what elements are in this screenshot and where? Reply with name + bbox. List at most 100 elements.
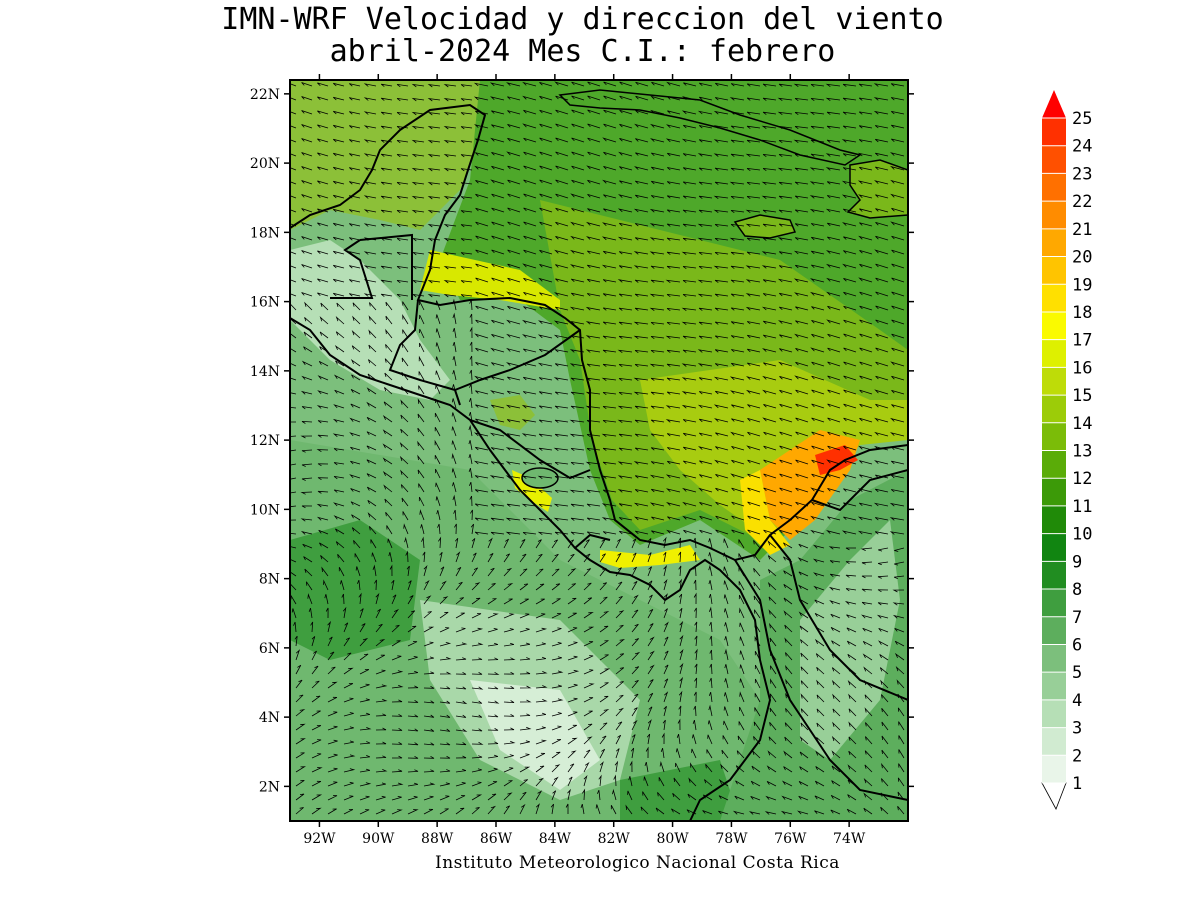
lon-tick-label: 84W [539, 831, 572, 847]
wind-vector [708, 564, 713, 577]
wind-vector [349, 125, 361, 129]
wind-vector [752, 750, 761, 759]
colorbar-label: 23 [1072, 164, 1092, 184]
wind-vector [570, 405, 585, 409]
wind-vector [519, 628, 530, 633]
wind-vector [474, 503, 489, 507]
wind-vector [768, 569, 777, 577]
wind-vector [825, 208, 841, 213]
wind-vector [554, 490, 569, 494]
wind-vector [443, 196, 457, 200]
wind-vector [311, 710, 321, 717]
wind-vector [471, 642, 484, 647]
wind-vector [859, 361, 873, 367]
wind-vector [762, 111, 777, 115]
wind-vector [724, 692, 729, 703]
wind-vector [713, 110, 729, 115]
wind-vector [519, 766, 531, 773]
wind-vector [333, 166, 345, 171]
wind-vector [423, 641, 434, 647]
wind-vector [599, 640, 609, 647]
wind-vector [874, 517, 889, 521]
wind-vector [570, 235, 585, 241]
wind-vector [861, 561, 873, 565]
wind-vector [827, 361, 841, 367]
wind-vector [778, 195, 793, 199]
wind-vector [569, 475, 585, 480]
wind-vector [761, 125, 777, 130]
colorbar-box [1042, 173, 1066, 202]
wind-vector [665, 474, 681, 479]
wind-vector [290, 392, 297, 395]
wind-vector [875, 375, 889, 381]
colorbar-box [1042, 533, 1066, 562]
wind-vector [535, 726, 546, 731]
wind-vector [391, 640, 401, 647]
wind-vector [317, 124, 329, 129]
wind-vector [455, 686, 467, 690]
wind-vector [368, 359, 377, 367]
wind-vector [769, 693, 777, 703]
wind-vector [890, 97, 905, 101]
wind-vector [619, 138, 633, 143]
wind-vector [778, 320, 793, 325]
wind-vector [471, 597, 481, 605]
wind-vector [571, 208, 585, 213]
wind-vector [795, 487, 809, 493]
wind-vector [352, 315, 361, 325]
wind-vector [715, 390, 729, 395]
wind-vector [785, 652, 793, 661]
wind-vector [810, 125, 825, 129]
wind-vector [306, 581, 313, 591]
wind-vector [599, 611, 610, 619]
wind-vector [666, 363, 681, 367]
wind-vector [363, 97, 377, 101]
wind-vector [335, 528, 345, 535]
land-field-andes [800, 520, 900, 760]
wind-vector [443, 84, 457, 88]
wind-vector [881, 749, 889, 759]
wind-vector [841, 194, 857, 199]
wind-vector [723, 552, 729, 563]
wind-vector [567, 597, 577, 605]
wind-vector [452, 298, 457, 311]
wind-vector [647, 580, 653, 591]
wind-vector [419, 509, 425, 521]
wind-vector [724, 664, 729, 675]
wind-vector [811, 501, 825, 507]
wind-vector [665, 279, 681, 284]
wind-vector [829, 573, 841, 578]
wind-vector [746, 97, 761, 101]
lon-tick-label: 78W [715, 831, 748, 847]
wind-vector [617, 475, 633, 479]
wind-vector [349, 167, 361, 171]
wind-vector [363, 153, 377, 157]
wind-vector [311, 665, 319, 675]
wind-vector [290, 519, 297, 521]
wind-vector [666, 502, 681, 507]
wind-vector [813, 585, 825, 591]
wind-vector [651, 530, 665, 535]
wind-vector [317, 375, 329, 381]
wind-vector [553, 447, 569, 452]
wind-vector [521, 419, 537, 423]
wind-vector [794, 209, 809, 213]
wind-vector [519, 598, 529, 605]
wind-vector [762, 209, 777, 213]
wind-vector [407, 782, 419, 787]
wind-vector [290, 83, 297, 87]
wind-vector [366, 486, 377, 493]
wind-vector [369, 302, 377, 311]
wind-vector [875, 333, 889, 339]
wind-vector [491, 263, 505, 269]
wind-vector [335, 331, 345, 339]
wind-vector [411, 97, 425, 102]
colorbar-label: 7 [1072, 608, 1082, 628]
wind-vector [396, 182, 409, 186]
wind-vector [810, 98, 825, 102]
wind-vector [583, 611, 594, 619]
wind-vector [894, 652, 905, 661]
wind-vector [633, 251, 649, 255]
wind-vector [343, 697, 354, 703]
wind-vector [555, 179, 569, 185]
